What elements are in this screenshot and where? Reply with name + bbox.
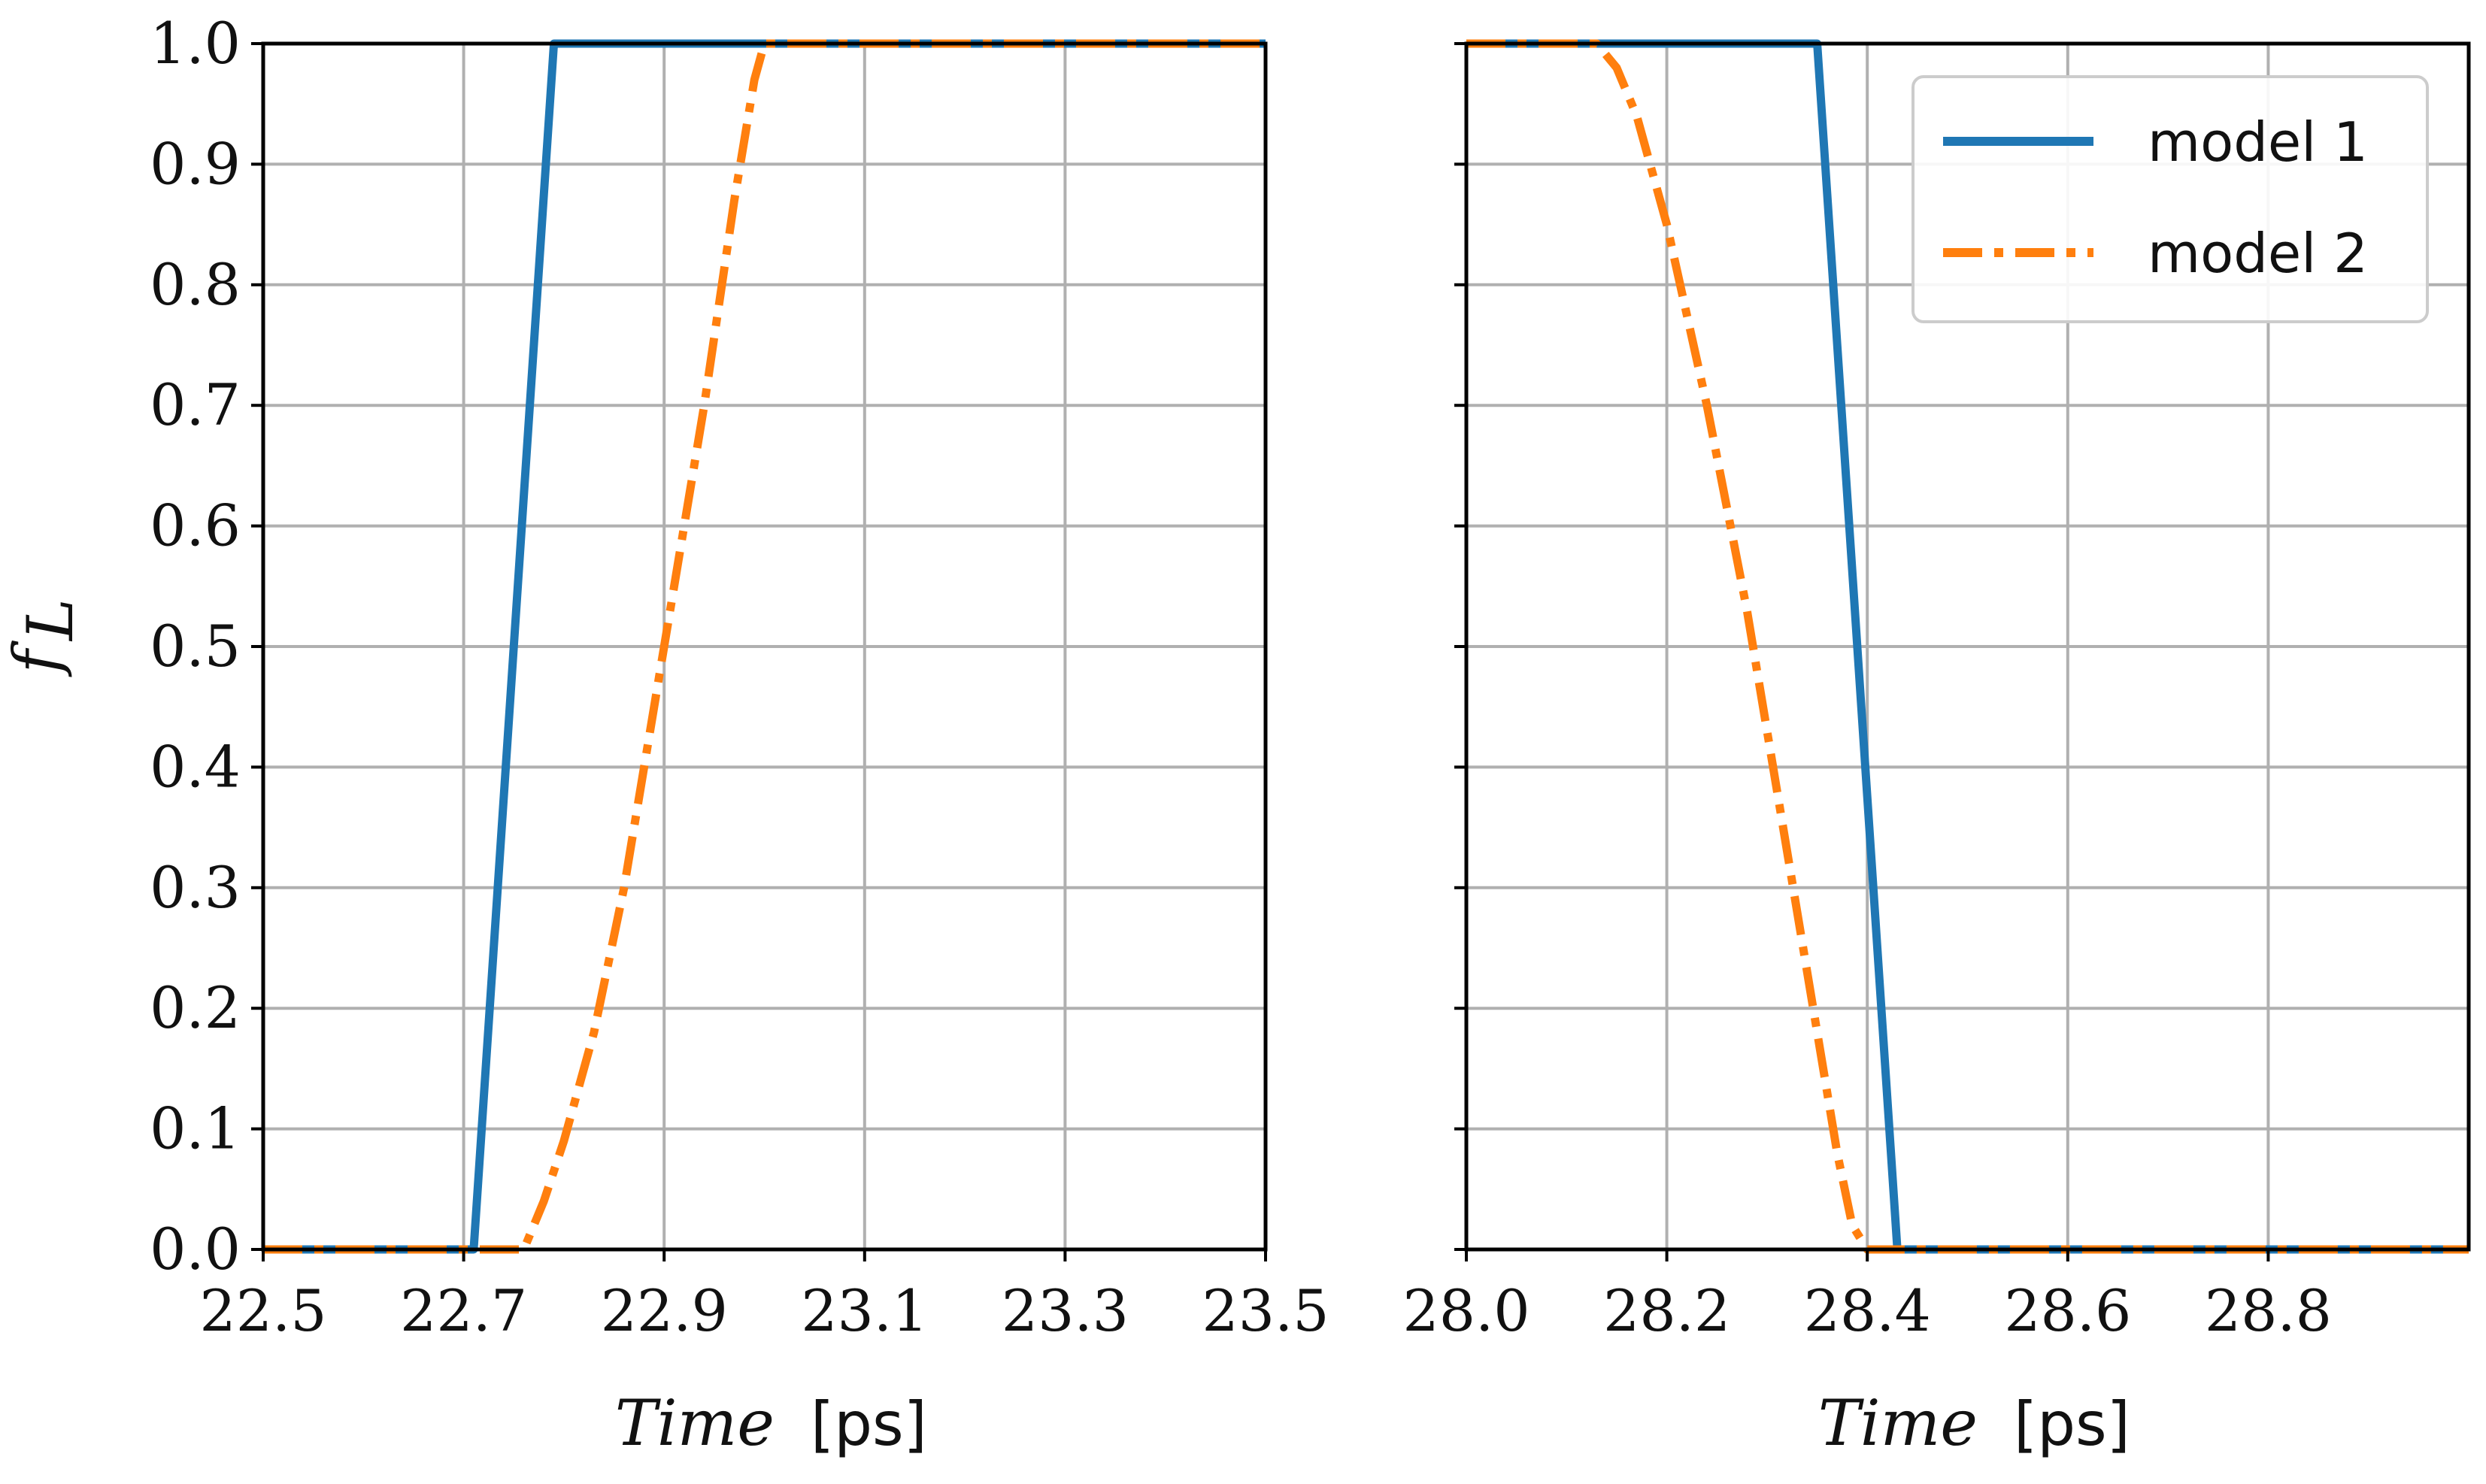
grid-left [262,42,1267,1251]
legend-label-model-2: model 2 [2148,222,2368,285]
legend-label-model-1: model 1 [2148,111,2368,174]
x-tick-label: 28.2 [1603,1277,1730,1344]
y-tick-label: 0.3 [150,854,241,921]
x-axis-label-right: Time [ps] [1818,1386,2130,1460]
x-tick-label: 23.5 [1202,1277,1329,1344]
x-axis-label-left-italic: Time [615,1386,775,1460]
y-tick-label: 1.0 [150,10,241,77]
panel-right: 28.0 28.2 28.4 28.6 28.8 [1402,39,2471,1344]
y-tick-label: 0.0 [150,1216,241,1283]
x-tick-label: 22.9 [601,1277,728,1344]
y-axis-label-sub: L [14,598,87,642]
legend: model 1 model 2 [1911,75,2429,323]
x-axis-label-right-unit: [ps] [2014,1389,2130,1459]
x-axis-label-left: Time [ps] [615,1386,927,1460]
y-tick-label: 0.2 [150,974,241,1041]
x-tick-label: 28.6 [2004,1277,2131,1344]
y-axis-label-main: f [0,641,74,678]
x-tick-label: 28.0 [1402,1277,1529,1344]
panel-left: 22.5 22.7 22.9 23.1 23.3 23.5 0.0 0.1 0.2 0.3 0.4 0… [150,10,1329,1344]
series-line-model-2-left [263,39,1266,1254]
x-tick-label: 22.7 [400,1277,527,1344]
y-tick-label: 0.1 [150,1095,241,1162]
y-tick-label: 0.4 [150,733,241,800]
series-line-model-2-right [1466,39,2469,1254]
x-axis-label-left-unit: [ps] [811,1389,927,1459]
y-tick-label: 0.6 [150,492,241,559]
x-tick-label: 22.5 [199,1277,326,1344]
x-tick-label: 23.1 [801,1277,928,1344]
y-tick-label: 0.9 [150,130,241,197]
y-axis-label: f L [0,598,87,677]
x-tick-label: 23.3 [1002,1277,1129,1344]
y-tick-label: 0.8 [150,251,241,318]
x-tick-label: 28.4 [1804,1277,1931,1344]
x-tick-label: 28.8 [2205,1277,2332,1344]
x-axis-label-right-italic: Time [1818,1386,1978,1460]
y-tick-label: 0.5 [150,613,241,680]
y-tick-label: 0.7 [150,371,241,438]
